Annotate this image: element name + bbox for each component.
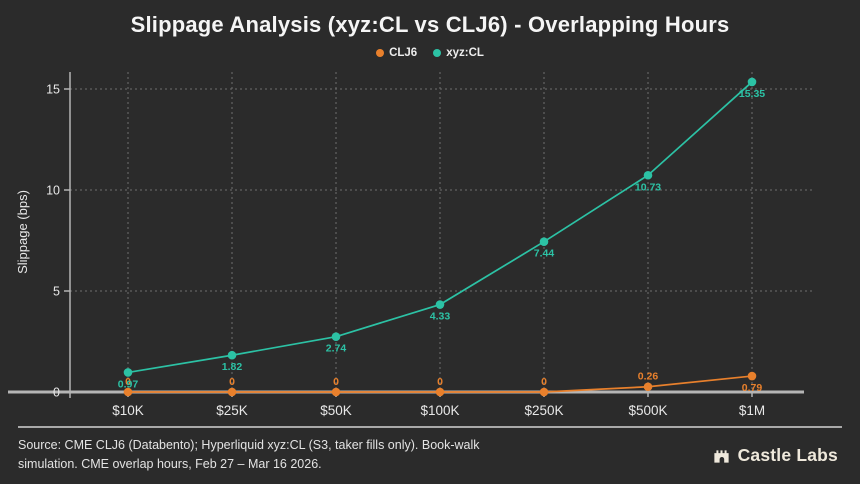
svg-text:$100K: $100K xyxy=(420,403,459,418)
footer: Source: CME CLJ6 (Databento); Hyperliqui… xyxy=(18,426,842,475)
chart-title: Slippage Analysis (xyz:CL vs CLJ6) - Ove… xyxy=(130,12,730,37)
legend-label-clj6: CLJ6 xyxy=(389,47,418,59)
legend-item-xyzcl: xyz:CL xyxy=(433,47,484,59)
svg-text:0: 0 xyxy=(53,386,60,400)
svg-text:$50K: $50K xyxy=(320,403,352,418)
svg-text:$500K: $500K xyxy=(628,403,667,418)
slippage-line-chart: 0 5 10 15 $10K $25K $50K $100K $250K $500K $1M Slip… xyxy=(8,72,812,418)
svg-text:7.44: 7.44 xyxy=(534,248,555,260)
legend-item-clj6: CLJ6 xyxy=(376,47,417,59)
castle-icon xyxy=(713,450,729,463)
svg-text:$10K: $10K xyxy=(112,403,144,418)
svg-text:10.73: 10.73 xyxy=(635,181,661,193)
svg-text:0: 0 xyxy=(229,376,235,388)
svg-text:15: 15 xyxy=(46,83,60,97)
svg-text:Slippage (bps): Slippage (bps) xyxy=(15,190,30,274)
svg-text:$250K: $250K xyxy=(524,403,563,418)
svg-text:1.82: 1.82 xyxy=(222,361,243,373)
brand-logo: Castle Labs xyxy=(712,445,842,466)
svg-text:0.26: 0.26 xyxy=(638,371,659,383)
svg-text:0.97: 0.97 xyxy=(118,378,139,390)
svg-text:0.79: 0.79 xyxy=(742,382,763,394)
svg-text:0: 0 xyxy=(437,376,443,388)
source-note: Source: CME CLJ6 (Databento); Hyperliqui… xyxy=(18,438,480,472)
svg-text:4.33: 4.33 xyxy=(430,311,451,323)
svg-text:5: 5 xyxy=(53,285,60,299)
brand-name: Castle Labs xyxy=(737,444,838,465)
svg-text:10: 10 xyxy=(46,184,60,198)
legend-label-xyzcl: xyz:CL xyxy=(446,47,484,59)
svg-text:0: 0 xyxy=(125,376,131,388)
svg-text:15.35: 15.35 xyxy=(739,88,765,100)
chart-legend: CLJ6 xyz:CL xyxy=(0,44,860,62)
svg-text:0: 0 xyxy=(541,376,547,388)
svg-text:0: 0 xyxy=(333,376,339,388)
svg-text:2.74: 2.74 xyxy=(326,343,347,355)
clj6-dot-icon xyxy=(376,49,385,57)
xyzcl-dot-icon xyxy=(433,49,442,57)
svg-text:$1M: $1M xyxy=(739,403,765,418)
svg-text:$25K: $25K xyxy=(216,403,248,418)
